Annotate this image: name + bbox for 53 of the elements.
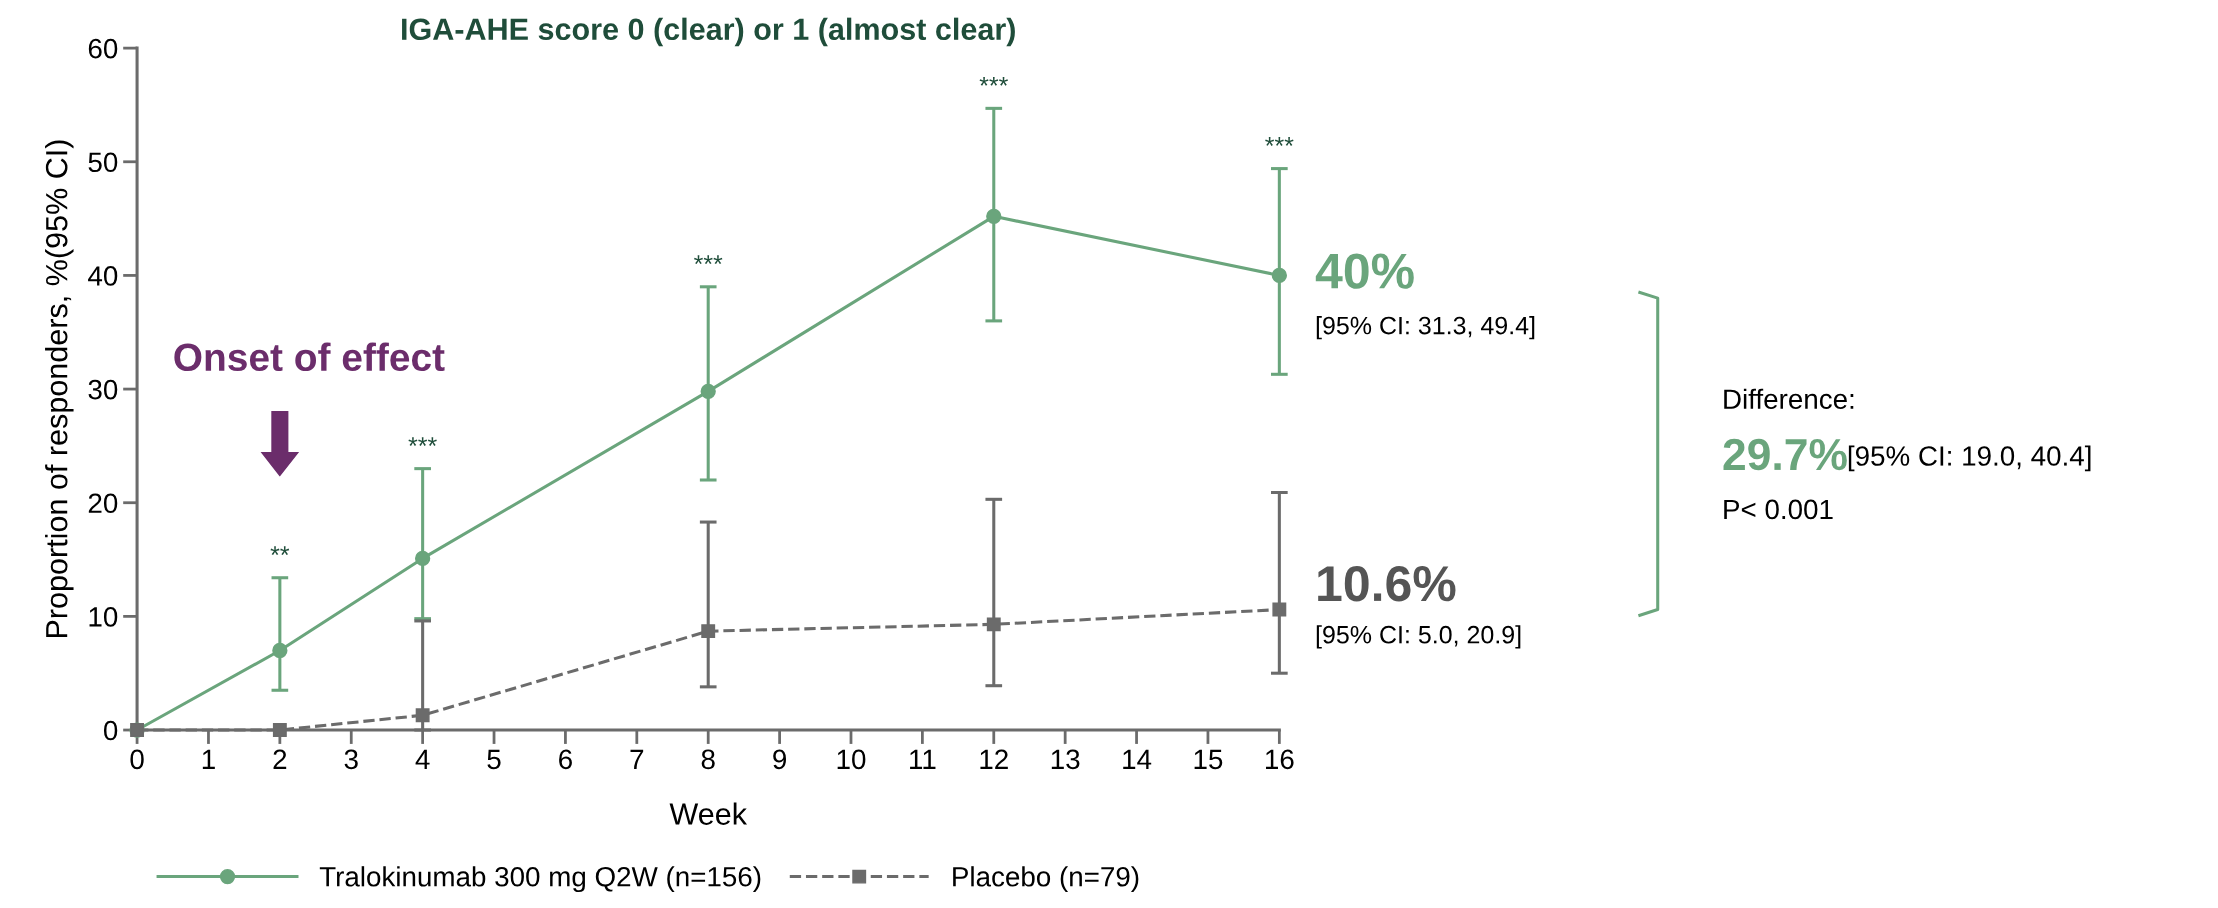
text: 29.7% bbox=[1723, 438, 1847, 471]
point bbox=[415, 550, 431, 567]
x-tick-label: 7 bbox=[630, 749, 644, 769]
y-tick-label: 60 bbox=[88, 38, 118, 59]
point bbox=[272, 642, 288, 659]
annotation: *** bbox=[979, 76, 1008, 86]
y-tick-label: 20 bbox=[88, 493, 118, 514]
point bbox=[986, 617, 1001, 632]
text: 40% bbox=[1315, 253, 1414, 289]
annotation: *** bbox=[694, 255, 723, 265]
x-tick-label: 0 bbox=[130, 749, 144, 770]
x-tick-label: 15 bbox=[1194, 749, 1223, 770]
point bbox=[415, 708, 430, 723]
x-tick-label: 2 bbox=[273, 749, 287, 769]
x-tick-label: 5 bbox=[487, 749, 501, 770]
y-axis-title: Proportion of responders, %(95% CI) bbox=[45, 140, 74, 638]
x-tick-label: 1 bbox=[202, 749, 215, 769]
x-tick-label: 11 bbox=[910, 749, 936, 769]
x-tick-label: 12 bbox=[980, 749, 1008, 769]
text: [95% CI: 19.0, 40.4] bbox=[1848, 445, 2091, 472]
y-tick-label: 50 bbox=[88, 152, 118, 173]
x-tick-label: 6 bbox=[559, 749, 572, 770]
x-tick-label: 9 bbox=[773, 749, 787, 770]
x-tick-label: 8 bbox=[701, 749, 715, 770]
annotation: *** bbox=[408, 437, 437, 446]
x-tick-label: 13 bbox=[1051, 749, 1080, 770]
y-tick-label: 10 bbox=[89, 607, 118, 627]
point bbox=[701, 624, 716, 639]
y-tick-label: 40 bbox=[88, 266, 118, 286]
point bbox=[1272, 602, 1287, 617]
x-axis-title: Week bbox=[669, 802, 748, 825]
legend-label: Tralokinumab 300 mg Q2W (n=156) bbox=[319, 866, 761, 893]
annotation: Onset of effect bbox=[174, 342, 445, 372]
x-tick-label: 3 bbox=[344, 749, 358, 770]
text: [95% CI: 5.0, 20.9] bbox=[1316, 625, 1521, 649]
legend-label: Placebo (n=79) bbox=[953, 866, 1139, 893]
text: Difference: bbox=[1724, 388, 1854, 410]
chart-title: IGA-AHE score 0 (clear) or 1 (almost clear) bbox=[402, 17, 1015, 47]
annotation: ** bbox=[270, 546, 290, 556]
x-tick-label: 4 bbox=[415, 749, 430, 769]
point bbox=[272, 723, 287, 737]
text: 10.6% bbox=[1318, 565, 1456, 602]
point bbox=[986, 208, 1002, 224]
y-tick-label: 0 bbox=[103, 720, 118, 741]
x-tick-label: 16 bbox=[1266, 749, 1294, 770]
x-tick-label: 10 bbox=[837, 749, 866, 770]
text: P< 0.001 bbox=[1724, 499, 1833, 520]
annotation: *** bbox=[1265, 137, 1294, 146]
point bbox=[1271, 267, 1287, 284]
point bbox=[700, 383, 716, 399]
y-tick-label: 30 bbox=[88, 379, 118, 400]
x-tick-label: 14 bbox=[1123, 749, 1152, 769]
text: [95% CI: 31.3, 49.4] bbox=[1316, 316, 1535, 340]
